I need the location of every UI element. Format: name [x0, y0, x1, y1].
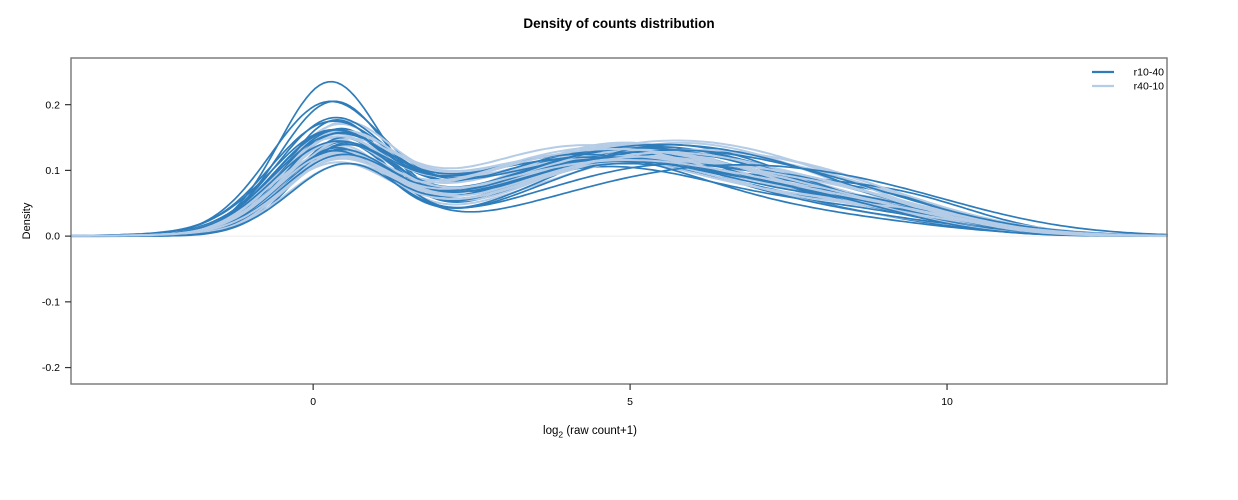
x-tick-label: 5 [627, 396, 633, 408]
legend-label-r10-40: r10-40 [1134, 67, 1165, 79]
density-curve-r40-10 [70, 157, 1168, 237]
y-axis-label: Density [21, 202, 33, 240]
y-tick-label: -0.1 [42, 296, 60, 308]
legend-label-r40-10: r40-10 [1134, 81, 1165, 93]
x-axis-label-rest: (raw count+1) [563, 425, 637, 437]
y-tick-label: 0.0 [45, 231, 60, 243]
density-curve-r40-10 [70, 155, 1168, 238]
density-curve-r10-40 [70, 149, 1168, 237]
plot-border [70, 57, 1168, 385]
y-tick-label: -0.2 [42, 362, 60, 374]
x-axis-label-subscript: 2 [558, 429, 564, 440]
x-axis-label-prefix: log [543, 425, 559, 437]
y-tick-label: 0.2 [45, 99, 60, 111]
x-tick-label: 0 [310, 396, 316, 408]
y-tick-label: 0.1 [45, 165, 60, 177]
x-tick-label: 10 [941, 396, 953, 408]
chart-title: Density of counts distribution [523, 16, 715, 31]
density-curve-r10-40 [70, 162, 1168, 237]
x-axis-label: log2 (raw count+1) [71, 425, 1109, 439]
